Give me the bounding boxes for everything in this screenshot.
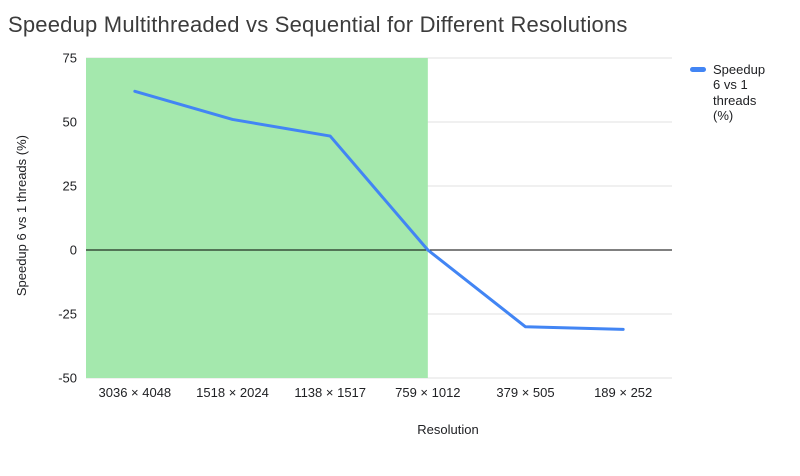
y-tick-label: -50 — [58, 371, 77, 386]
y-tick-label: 25 — [63, 179, 77, 194]
y-tick-label: 75 — [63, 51, 77, 66]
line-chart-plot: 75 50 25 0 -25 -50 3036 × 4048 1518 × 2024 1138 … — [58, 51, 672, 400]
chart-body: Speedup 6 vs 1 threads (%) 75 50 25 0 -25 -50… — [8, 50, 798, 406]
speedup-line — [133, 89, 625, 331]
legend-label: Speedup 6 vs 1 threads (%) — [713, 62, 766, 123]
x-tick-label: 379 × 505 — [496, 385, 554, 400]
x-axis-title: Resolution — [417, 422, 479, 437]
legend-line-swatch — [690, 67, 706, 72]
legend: Speedup 6 vs 1 threads (%) — [682, 50, 769, 406]
x-axis-title-row: Resolution — [8, 422, 798, 437]
x-tick-label: 759 × 1012 — [395, 385, 460, 400]
chart-title: Speedup Multithreaded vs Sequential for … — [8, 12, 628, 37]
y-tick-label: 50 — [63, 115, 77, 130]
y-tick-label: -25 — [58, 307, 77, 322]
x-tick-label: 189 × 252 — [594, 385, 652, 400]
y-axis-title-wrap: Speedup 6 vs 1 threads (%) — [8, 50, 34, 406]
y-tick-label: 0 — [70, 243, 77, 258]
x-tick-label: 1138 × 1517 — [294, 385, 366, 400]
x-tick-label: 3036 × 4048 — [99, 385, 172, 400]
x-tick-label: 1518 × 2024 — [196, 385, 269, 400]
y-axis-title: Speedup 6 vs 1 threads (%) — [13, 135, 29, 297]
highlight-region — [86, 58, 428, 378]
